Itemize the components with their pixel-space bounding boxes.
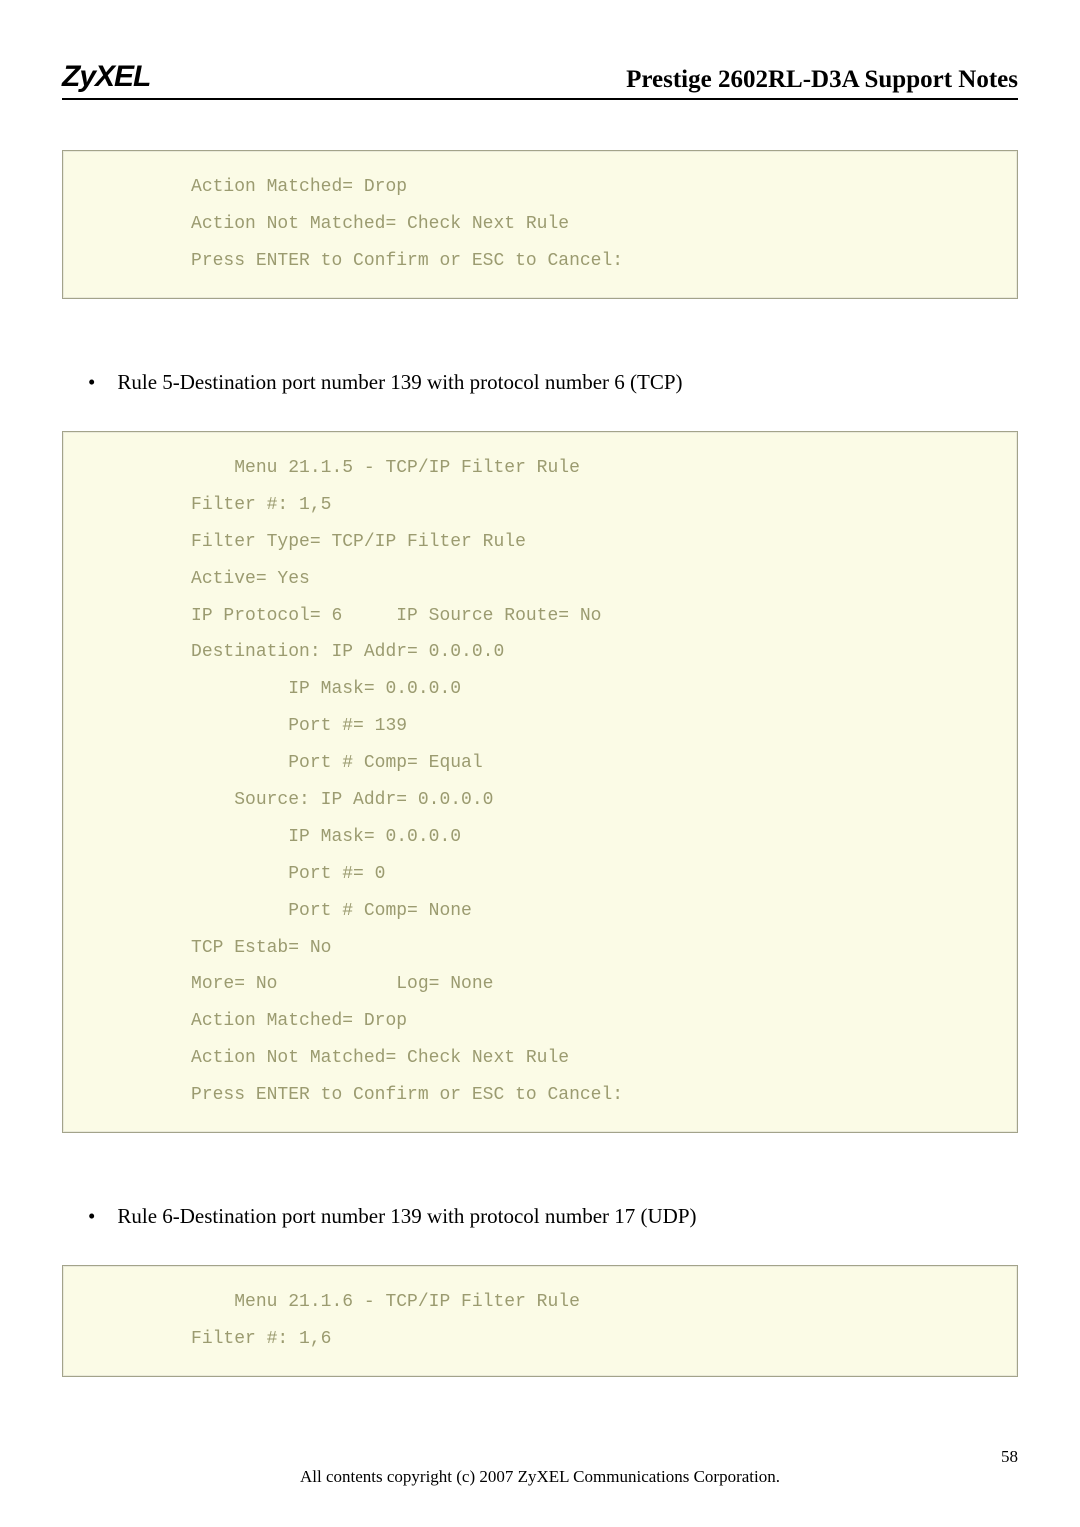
code-text-2: Menu 21.1.5 - TCP/IP Filter Rule Filter … [83,450,997,1114]
logo: ZyXEL [62,60,150,94]
code-box-1: Action Matched= Drop Action Not Matched=… [62,150,1018,299]
header: ZyXEL Prestige 2602RL-D3A Support Notes [62,60,1018,100]
footer-copyright: All contents copyright (c) 2007 ZyXEL Co… [0,1467,1080,1487]
bullet-text-2: Rule 6-Destination port number 139 with … [117,1203,696,1230]
code-box-3: Menu 21.1.6 - TCP/IP Filter Rule Filter … [62,1265,1018,1377]
doc-title: Prestige 2602RL-D3A Support Notes [626,66,1018,94]
bullet-rule5: • Rule 5-Destination port number 139 wit… [88,369,1018,396]
bullet-dot-icon: • [88,1203,95,1230]
bullet-text-1: Rule 5-Destination port number 139 with … [117,369,682,396]
code-text-1: Action Matched= Drop Action Not Matched=… [83,169,997,280]
page-number: 58 [1001,1447,1018,1467]
page: ZyXEL Prestige 2602RL-D3A Support Notes … [0,0,1080,1527]
code-box-2: Menu 21.1.5 - TCP/IP Filter Rule Filter … [62,431,1018,1133]
code-text-3: Menu 21.1.6 - TCP/IP Filter Rule Filter … [83,1284,997,1358]
bullet-rule6: • Rule 6-Destination port number 139 wit… [88,1203,1018,1230]
bullet-dot-icon: • [88,369,95,396]
